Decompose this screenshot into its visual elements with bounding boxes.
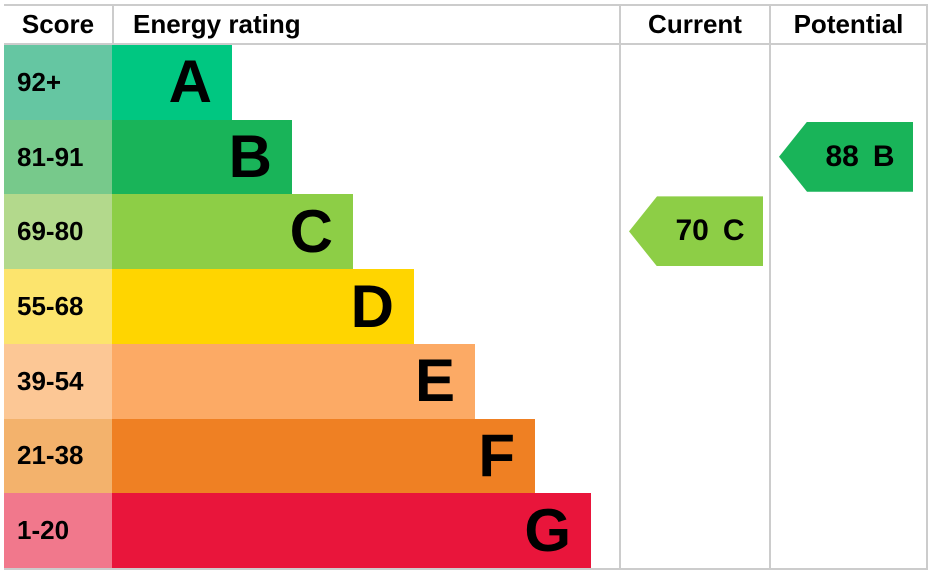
band-row: 81-91 B <box>4 119 619 195</box>
band-bar: A <box>112 45 232 120</box>
band-letter: A <box>168 48 212 116</box>
band-row: 39-54 E <box>4 343 619 419</box>
current-column: 70 C <box>619 45 769 568</box>
bands-column: 92+ A 81-91 B 69-80 C 55-68 D 39-54 E 21… <box>4 45 619 569</box>
band-bar: F <box>112 418 535 494</box>
header-current: Current <box>619 6 769 43</box>
band-row: 21-38 F <box>4 418 619 494</box>
band-letter: B <box>228 123 272 191</box>
band-row: 69-80 C <box>4 194 619 270</box>
header-potential: Potential <box>769 6 926 43</box>
band-score-cell: 39-54 <box>4 343 112 419</box>
potential-rating-letter: B <box>872 139 895 173</box>
band-letter: E <box>414 347 455 415</box>
band-row: 92+ A <box>4 45 619 120</box>
potential-rating-value: 88 <box>825 139 859 173</box>
band-score-cell: 1-20 <box>4 493 112 569</box>
band-letter: C <box>289 197 333 265</box>
band-row: 1-20 G <box>4 493 619 569</box>
current-rating-arrow: 70 C <box>629 196 763 267</box>
band-bar: C <box>112 194 353 270</box>
band-letter: G <box>524 496 571 564</box>
band-letter: F <box>478 421 515 489</box>
band-bar: E <box>112 343 475 419</box>
header-energy-rating: Energy rating <box>133 9 301 39</box>
band-score-cell: 69-80 <box>4 194 112 270</box>
band-bar: G <box>112 493 591 569</box>
potential-column: 88 B <box>769 45 926 568</box>
potential-rating-arrow: 88 B <box>779 121 913 192</box>
band-score-cell: 55-68 <box>4 269 112 344</box>
band-bar: D <box>112 269 414 344</box>
band-score-cell: 21-38 <box>4 418 112 494</box>
header-score: Score <box>4 6 114 43</box>
table-header: Score Energy rating Current Potential <box>4 6 926 45</box>
table-body: 92+ A 81-91 B 69-80 C 55-68 D 39-54 E 21… <box>4 45 926 569</box>
band-row: 55-68 D <box>4 269 619 344</box>
band-score-cell: 81-91 <box>4 119 112 195</box>
band-score-cell: 92+ <box>4 45 112 120</box>
band-letter: D <box>350 272 394 340</box>
current-rating-letter: C <box>722 214 745 248</box>
epc-rating-chart: Score Energy rating Current Potential 92… <box>4 4 928 570</box>
band-bar: B <box>112 119 292 195</box>
current-rating-value: 70 <box>675 214 709 248</box>
